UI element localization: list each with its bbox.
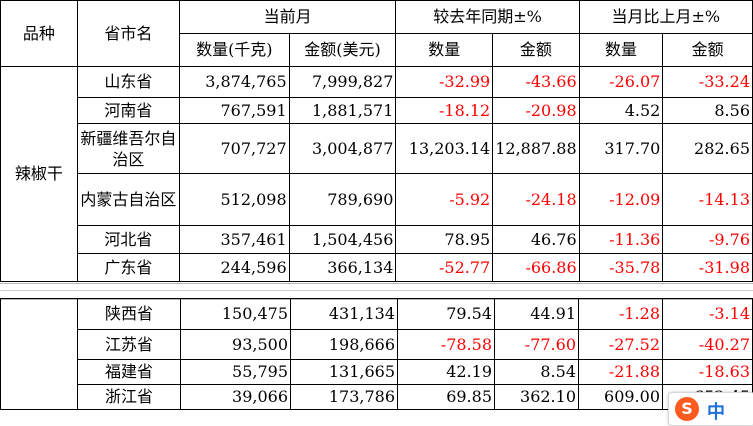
header-yoy: 较去年同期±%: [395, 0, 580, 34]
yoy-amount-cell: 12,887.88: [492, 123, 580, 174]
amount-cell: 1,881,571: [288, 97, 397, 124]
province-cell: 河南省: [76, 97, 180, 124]
province-cell: 浙江省: [77, 384, 181, 410]
sogou-logo-icon[interactable]: S: [675, 397, 699, 421]
yoy-qty-cell: 42.19: [397, 359, 495, 385]
table-row: 江苏省 93,500 198,666 -78.58 -77.60 -27.52 -40.27: [1, 329, 753, 360]
yoy-qty-cell: -78.58: [397, 329, 495, 360]
category-cell: 辣椒干: [0, 66, 78, 282]
yoy-qty-cell: -18.12: [395, 97, 494, 124]
export-table-bottom: 陕西省 150,475 431,134 79.54 44.91 -1.28 -3.14 江苏省…: [0, 298, 753, 410]
qty-cell: 512,098: [178, 173, 290, 226]
province-cell: 新疆维吾尔自治区: [76, 123, 180, 174]
yoy-qty-cell: -52.77: [395, 253, 494, 282]
qty-cell: 93,500: [180, 329, 291, 360]
yoy-amount-cell: 362.10: [494, 384, 579, 410]
yoy-qty-cell: -5.92: [395, 173, 494, 226]
mom-amount-cell: -18.63: [662, 359, 753, 385]
qty-cell: 767,591: [178, 97, 290, 124]
amount-cell: 7,999,827: [288, 66, 397, 98]
qty-cell: 707,727: [178, 123, 290, 174]
header-yoy-qty: 数量: [395, 33, 494, 67]
mom-amount-cell: -3.14: [662, 298, 753, 330]
table-row: 河北省 357,461 1,504,456 78.95 46.76 -11.36 -9.76: [1, 225, 753, 254]
mom-qty-cell: 4.52: [578, 97, 664, 124]
mom-qty-cell: 317.70: [578, 123, 664, 174]
mom-qty-cell: -21.88: [578, 359, 663, 385]
header-row-2: 数量(千克) 金额(美元) 数量 金额 数量 金额: [1, 33, 753, 67]
amount-cell: 789,690: [288, 173, 397, 226]
amount-cell: 366,134: [288, 253, 397, 282]
province-cell: 福建省: [77, 359, 181, 385]
yoy-amount-cell: -20.98: [492, 97, 580, 124]
mom-amount-cell: -31.98: [662, 253, 753, 282]
mom-amount-cell: -9.76: [662, 225, 753, 254]
yoy-amount-cell: 44.91: [494, 298, 579, 330]
header-amount-usd: 金额(美元): [288, 33, 397, 67]
yoy-qty-cell: -32.99: [395, 66, 494, 98]
mom-qty-cell: 609.00: [578, 384, 663, 410]
yoy-amount-cell: 46.76: [492, 225, 580, 254]
table-row: 福建省 55,795 131,665 42.19 8.54 -21.88 -18.63: [1, 359, 753, 385]
province-cell: 内蒙古自治区: [76, 173, 180, 226]
table-row: 新疆维吾尔自治区 707,727 3,004,877 13,203.14 12,887.…: [1, 123, 753, 174]
ime-mode-toggle[interactable]: 中: [707, 402, 725, 423]
mom-qty-cell: -12.09: [578, 173, 664, 226]
header-variety: 品种: [0, 0, 78, 67]
header-row-1: 品种 省市名 当前月 较去年同期±% 当月比上月±%: [0, 0, 753, 67]
qty-cell: 39,066: [180, 384, 291, 410]
mom-amount-cell: -40.27: [662, 329, 753, 360]
amount-cell: 173,786: [290, 384, 398, 410]
mom-amount-cell: 8.56: [662, 97, 753, 124]
yoy-qty-cell: 13,203.14: [395, 123, 494, 174]
province-cell: 广东省: [76, 253, 180, 282]
province-cell: 陕西省: [77, 298, 181, 330]
yoy-amount-cell: -43.66: [492, 66, 580, 98]
province-cell: 江苏省: [77, 329, 181, 360]
qty-cell: 357,461: [178, 225, 290, 254]
mom-amount-cell: 282.65: [662, 123, 753, 174]
export-table-top: 品种 省市名 当前月 较去年同期±% 当月比上月±% 数量(千克) 金额(美元)…: [0, 0, 753, 282]
header-qty-kg: 数量(千克): [178, 33, 290, 67]
table-row: 辣椒干 山东省 3,874,765 7,999,827 -32.99 -43.66 -26.…: [0, 66, 753, 282]
ime-toolbar[interactable]: S 中: [668, 392, 753, 426]
category-cell-empty: [0, 298, 78, 410]
header-mom: 当月比上月±%: [578, 0, 753, 34]
yoy-qty-cell: 79.54: [397, 298, 495, 330]
qty-cell: 3,874,765: [178, 66, 290, 98]
amount-cell: 3,004,877: [288, 123, 397, 174]
province-cell: 河北省: [76, 225, 180, 254]
table-row: 广东省 244,596 366,134 -52.77 -66.86 -35.78 -31.9…: [1, 253, 753, 282]
yoy-amount-cell: -77.60: [494, 329, 579, 360]
yoy-amount-cell: -24.18: [492, 173, 580, 226]
header-mom-qty: 数量: [578, 33, 664, 67]
amount-cell: 131,665: [290, 359, 398, 385]
mom-qty-cell: -11.36: [578, 225, 664, 254]
mom-qty-cell: -35.78: [578, 253, 664, 282]
header-yoy-amount: 金额: [492, 33, 580, 67]
header-mom-amount: 金额: [662, 33, 753, 67]
yoy-qty-cell: 69.85: [397, 384, 495, 410]
mom-qty-cell: -26.07: [578, 66, 664, 98]
amount-cell: 1,504,456: [288, 225, 397, 254]
mom-qty-cell: -1.28: [578, 298, 663, 330]
header-province: 省市名: [76, 0, 180, 67]
qty-cell: 55,795: [180, 359, 291, 385]
yoy-qty-cell: 78.95: [395, 225, 494, 254]
mom-amount-cell: -14.13: [662, 173, 753, 226]
qty-cell: 244,596: [178, 253, 290, 282]
qty-cell: 150,475: [180, 298, 291, 330]
mom-qty-cell: -27.52: [578, 329, 663, 360]
mom-amount-cell: -33.24: [662, 66, 753, 98]
amount-cell: 198,666: [290, 329, 398, 360]
amount-cell: 431,134: [290, 298, 398, 330]
table-row: 内蒙古自治区 512,098 789,690 -5.92 -24.18 -12.09 -14…: [1, 173, 753, 226]
province-cell: 山东省: [76, 66, 180, 98]
table-row: 河南省 767,591 1,881,571 -18.12 -20.98 4.52 8.56: [1, 97, 753, 124]
yoy-amount-cell: 8.54: [494, 359, 579, 385]
table-row: 陕西省 150,475 431,134 79.54 44.91 -1.28 -3.14: [0, 298, 753, 410]
yoy-amount-cell: -66.86: [492, 253, 580, 282]
header-current-month: 当前月: [178, 0, 397, 34]
